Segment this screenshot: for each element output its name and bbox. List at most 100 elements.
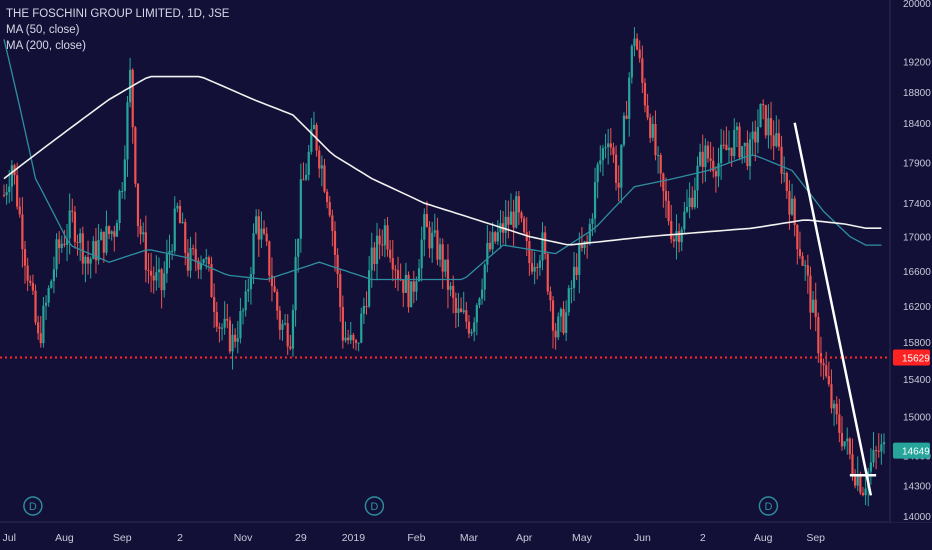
candle-up [457,308,460,313]
dividend-marker: D [758,496,779,516]
candle-up [767,118,770,136]
x-tick-label: Mar [460,532,479,544]
candle-up [748,139,752,167]
candle-up [68,210,71,239]
candle-down [210,264,213,298]
candle-down [641,58,644,83]
candle-down [147,269,150,271]
candle-down [207,257,210,265]
candle-down [788,191,791,215]
candle-up [783,172,786,174]
candle-up [480,289,484,299]
candle-up [100,231,103,241]
candle-down [798,249,802,257]
candle-down [94,241,98,261]
candle-down [326,191,329,203]
candle-up [683,211,686,230]
candle-up [478,298,481,306]
candle-down [336,254,339,275]
candle-down [459,308,463,312]
x-tick-label: Jun [634,532,651,544]
candle-down [425,214,429,228]
candle-down [136,183,140,226]
candle-down [339,274,342,308]
candle-down [825,365,828,377]
candle-down [407,274,410,308]
candle-down [234,334,237,342]
candle-up [417,268,421,282]
candle-down [714,171,717,177]
candle-down [386,225,389,250]
candle-down [659,155,662,174]
candle-down [428,227,431,249]
candle-up [128,69,132,103]
y-tick-label: 15000 [903,413,931,424]
candle-up [375,235,379,264]
candle-up [486,242,489,265]
candle-up [811,299,815,313]
candle-up [607,143,610,148]
candle-up [620,144,623,188]
candle-down [378,235,381,245]
candle-down [851,454,854,476]
candle-up [864,488,867,496]
candle-up [202,258,205,263]
y-tick-label: 14300 [903,481,931,492]
candle-down [678,231,681,243]
candle-up [155,272,158,281]
support-level-badge-text: 15629 [902,354,930,365]
y-tick-label: 15400 [903,375,931,386]
candle-down [575,266,578,275]
candle-down [609,143,612,148]
candle-up [357,342,360,344]
candle-down [706,145,710,159]
candle-down [391,258,394,270]
candle-down [712,160,715,172]
candle-down [402,279,405,293]
candle-down [848,438,851,455]
candle-up [504,216,507,233]
candle-up [291,310,295,349]
candle-down [215,311,218,327]
candle-up [431,232,434,249]
candle-down [817,317,820,354]
candle-up [362,306,365,314]
candle-up [50,281,53,288]
candle-down [772,135,775,147]
candle-down [530,263,534,272]
dividend-marker: D [23,496,43,516]
candle-up [47,287,50,303]
candle-down [31,282,34,291]
candle-up [444,259,447,272]
candle-up [583,241,586,249]
candle-up [84,256,87,264]
candle-up [790,198,794,215]
candle-up [241,310,245,312]
dividend-marker-label: D [764,501,772,513]
candle-down [73,211,77,242]
candle-up [8,186,11,193]
candle-up [236,338,239,342]
candle-up [743,142,746,147]
candle-down [396,270,400,280]
candle-down [796,225,799,250]
candle-down [649,117,652,138]
candle-down [144,232,147,270]
candle-up [294,256,297,311]
candle-down [801,256,804,266]
candle-up [675,231,678,242]
x-tick-label: 2 [177,532,183,544]
candle-down [859,474,862,493]
y-tick-label: 14000 [903,512,931,523]
candle-up [89,258,92,264]
candle-up [118,190,121,223]
x-tick-label: Sep [806,532,825,544]
candle-up [312,124,316,130]
candle-down [286,323,289,347]
dividend-marker-label: D [29,501,37,513]
candle-down [725,144,728,151]
y-tick-label: 17400 [903,199,931,210]
candle-down [638,49,641,59]
